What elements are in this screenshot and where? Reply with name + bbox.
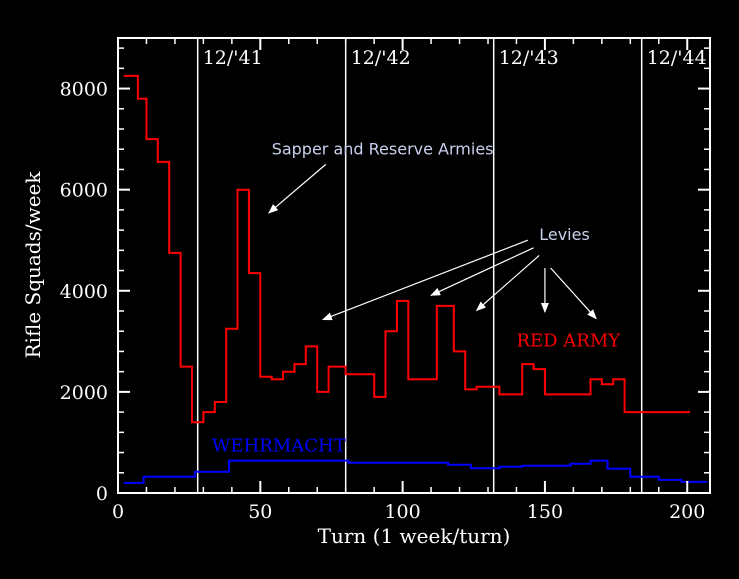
annotation-levies: Levies bbox=[539, 225, 590, 244]
y-tick-label: 0 bbox=[96, 483, 108, 505]
annotation-sapper-and-reserve-armies: Sapper and Reserve Armies bbox=[272, 139, 494, 158]
annotation-arrow bbox=[550, 267, 597, 320]
x-axis: 0 50 100 150 200 bbox=[112, 38, 705, 523]
reference-lines: 12/'41 12/'42 12/'43 12/'44 bbox=[196, 38, 707, 493]
annotation-red-army: RED ARMY bbox=[516, 330, 621, 351]
x-tick-label: 0 bbox=[112, 501, 124, 523]
y-axis-label: Rifle Squads/week bbox=[21, 171, 45, 359]
series-wehrmacht bbox=[123, 459, 708, 484]
annotation-arrow bbox=[321, 239, 529, 321]
annotation-arrow bbox=[430, 247, 534, 296]
y-tick-label: 2000 bbox=[60, 382, 108, 404]
series-layer bbox=[123, 74, 708, 484]
plot-frame bbox=[117, 37, 711, 494]
year-label: 12/'43 bbox=[499, 47, 559, 69]
y-tick-label: 8000 bbox=[60, 79, 108, 101]
x-tick-label: 50 bbox=[248, 501, 272, 523]
year-label: 12/'42 bbox=[351, 47, 411, 69]
x-axis-label: Turn (1 week/turn) bbox=[318, 524, 511, 548]
y-tick-label: 6000 bbox=[60, 180, 108, 202]
annotation-wehrmacht: WEHRMACHT bbox=[212, 436, 346, 457]
x-tick-label: 100 bbox=[384, 501, 420, 523]
annotations: Sapper and Reserve Armies Levies RED ARMY W… bbox=[212, 139, 621, 456]
year-label: 12/'44 bbox=[647, 47, 707, 69]
year-label: 12/'41 bbox=[203, 47, 263, 69]
annotation-arrow bbox=[475, 254, 540, 312]
y-tick-label: 4000 bbox=[60, 281, 108, 303]
series-red-army bbox=[123, 74, 691, 424]
x-tick-label: 150 bbox=[527, 501, 563, 523]
annotation-arrow bbox=[268, 163, 327, 214]
y-axis: 0 2000 4000 6000 8000 bbox=[60, 79, 710, 505]
x-tick-label: 200 bbox=[669, 501, 705, 523]
